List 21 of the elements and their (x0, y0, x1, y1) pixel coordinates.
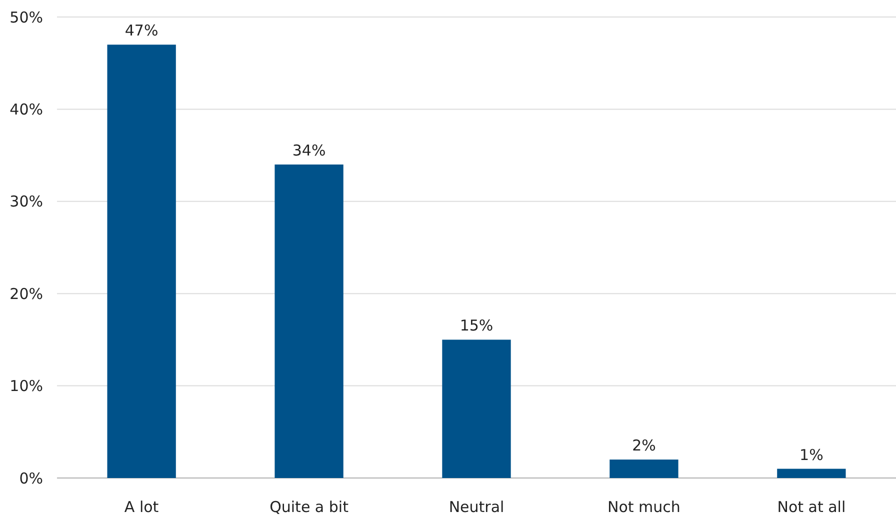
y-tick-label: 40% (10, 100, 43, 118)
y-tick-label: 0% (19, 469, 43, 488)
x-tick-label: Quite a bit (270, 498, 349, 516)
bar (274, 164, 344, 478)
x-tick-label: Not at all (777, 498, 846, 516)
y-tick-label: 10% (10, 377, 43, 396)
bar (107, 44, 176, 478)
x-tick-label: Neutral (448, 498, 504, 516)
data-label: 47% (124, 22, 158, 40)
y-tick-label: 20% (10, 284, 43, 303)
y-tick-label: 30% (10, 192, 43, 211)
data-label: 34% (292, 142, 326, 160)
bar (442, 340, 511, 478)
x-tick-label: Not much (608, 498, 680, 516)
x-tick-label: A lot (124, 498, 159, 516)
data-label: 2% (632, 436, 656, 455)
data-label: 15% (460, 316, 494, 335)
y-tick-label: 50% (10, 8, 43, 26)
data-label: 1% (800, 446, 824, 464)
bar (777, 468, 846, 478)
bar (610, 460, 678, 478)
